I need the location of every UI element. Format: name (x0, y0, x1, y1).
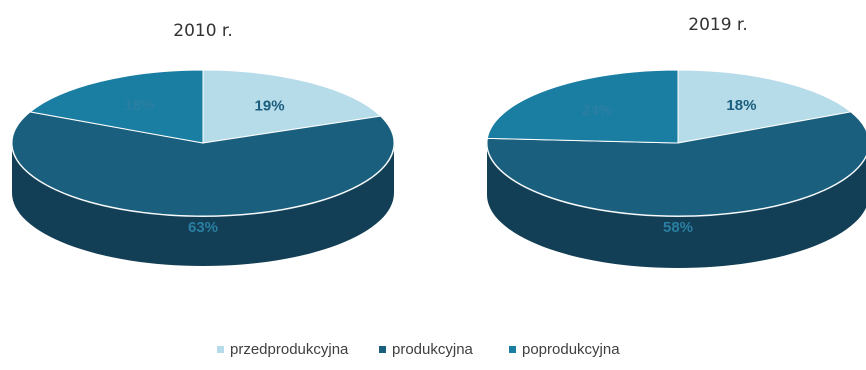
pie-slice-poprodukcyjna (29, 69, 204, 144)
legend-label: poprodukcyjna (522, 341, 620, 358)
pie-slice-poprodukcyjna (486, 69, 679, 144)
pie-slice-produkcyjna (11, 111, 395, 217)
legend-label: przedprodukcyjna (230, 341, 349, 358)
legend-label: produkcyjna (392, 341, 474, 358)
chart-title-2019: 2019 r. (688, 15, 748, 35)
pie-slice-przedprodukcyjna (677, 69, 852, 144)
legend-item-przedprodukcyjna: przedprodukcyjna (217, 341, 349, 358)
pie-side-produkcyjna (487, 143, 866, 268)
pie-slice-produkcyjna (486, 111, 866, 217)
legend-swatch-icon (379, 346, 386, 353)
slice-label-produkcyjna: 58% (663, 219, 693, 236)
slice-label-produkcyjna: 63% (188, 219, 218, 236)
slice-label-przedprodukcyjna: 18% (726, 97, 756, 114)
pie-chart-2010: 19% 63% 18% (11, 69, 395, 266)
pie-slice-przedprodukcyjna (202, 69, 382, 144)
slice-label-poprodukcyjna: 24% (582, 102, 612, 119)
chart-legend: przedprodukcyjna produkcyjna poprodukcyjna (217, 341, 620, 358)
legend-swatch-icon (217, 346, 224, 353)
slice-label-poprodukcyjna: 18% (125, 97, 155, 114)
pie-chart-2019: 18% 58% 24% (486, 69, 866, 268)
slice-label-przedprodukcyjna: 19% (255, 98, 285, 115)
legend-item-poprodukcyjna: poprodukcyjna (509, 341, 620, 358)
pie-side-produkcyjna (12, 143, 394, 266)
legend-item-produkcyjna: produkcyjna (379, 341, 474, 358)
legend-swatch-icon (509, 346, 516, 353)
chart-title-2010: 2010 r. (173, 21, 233, 41)
